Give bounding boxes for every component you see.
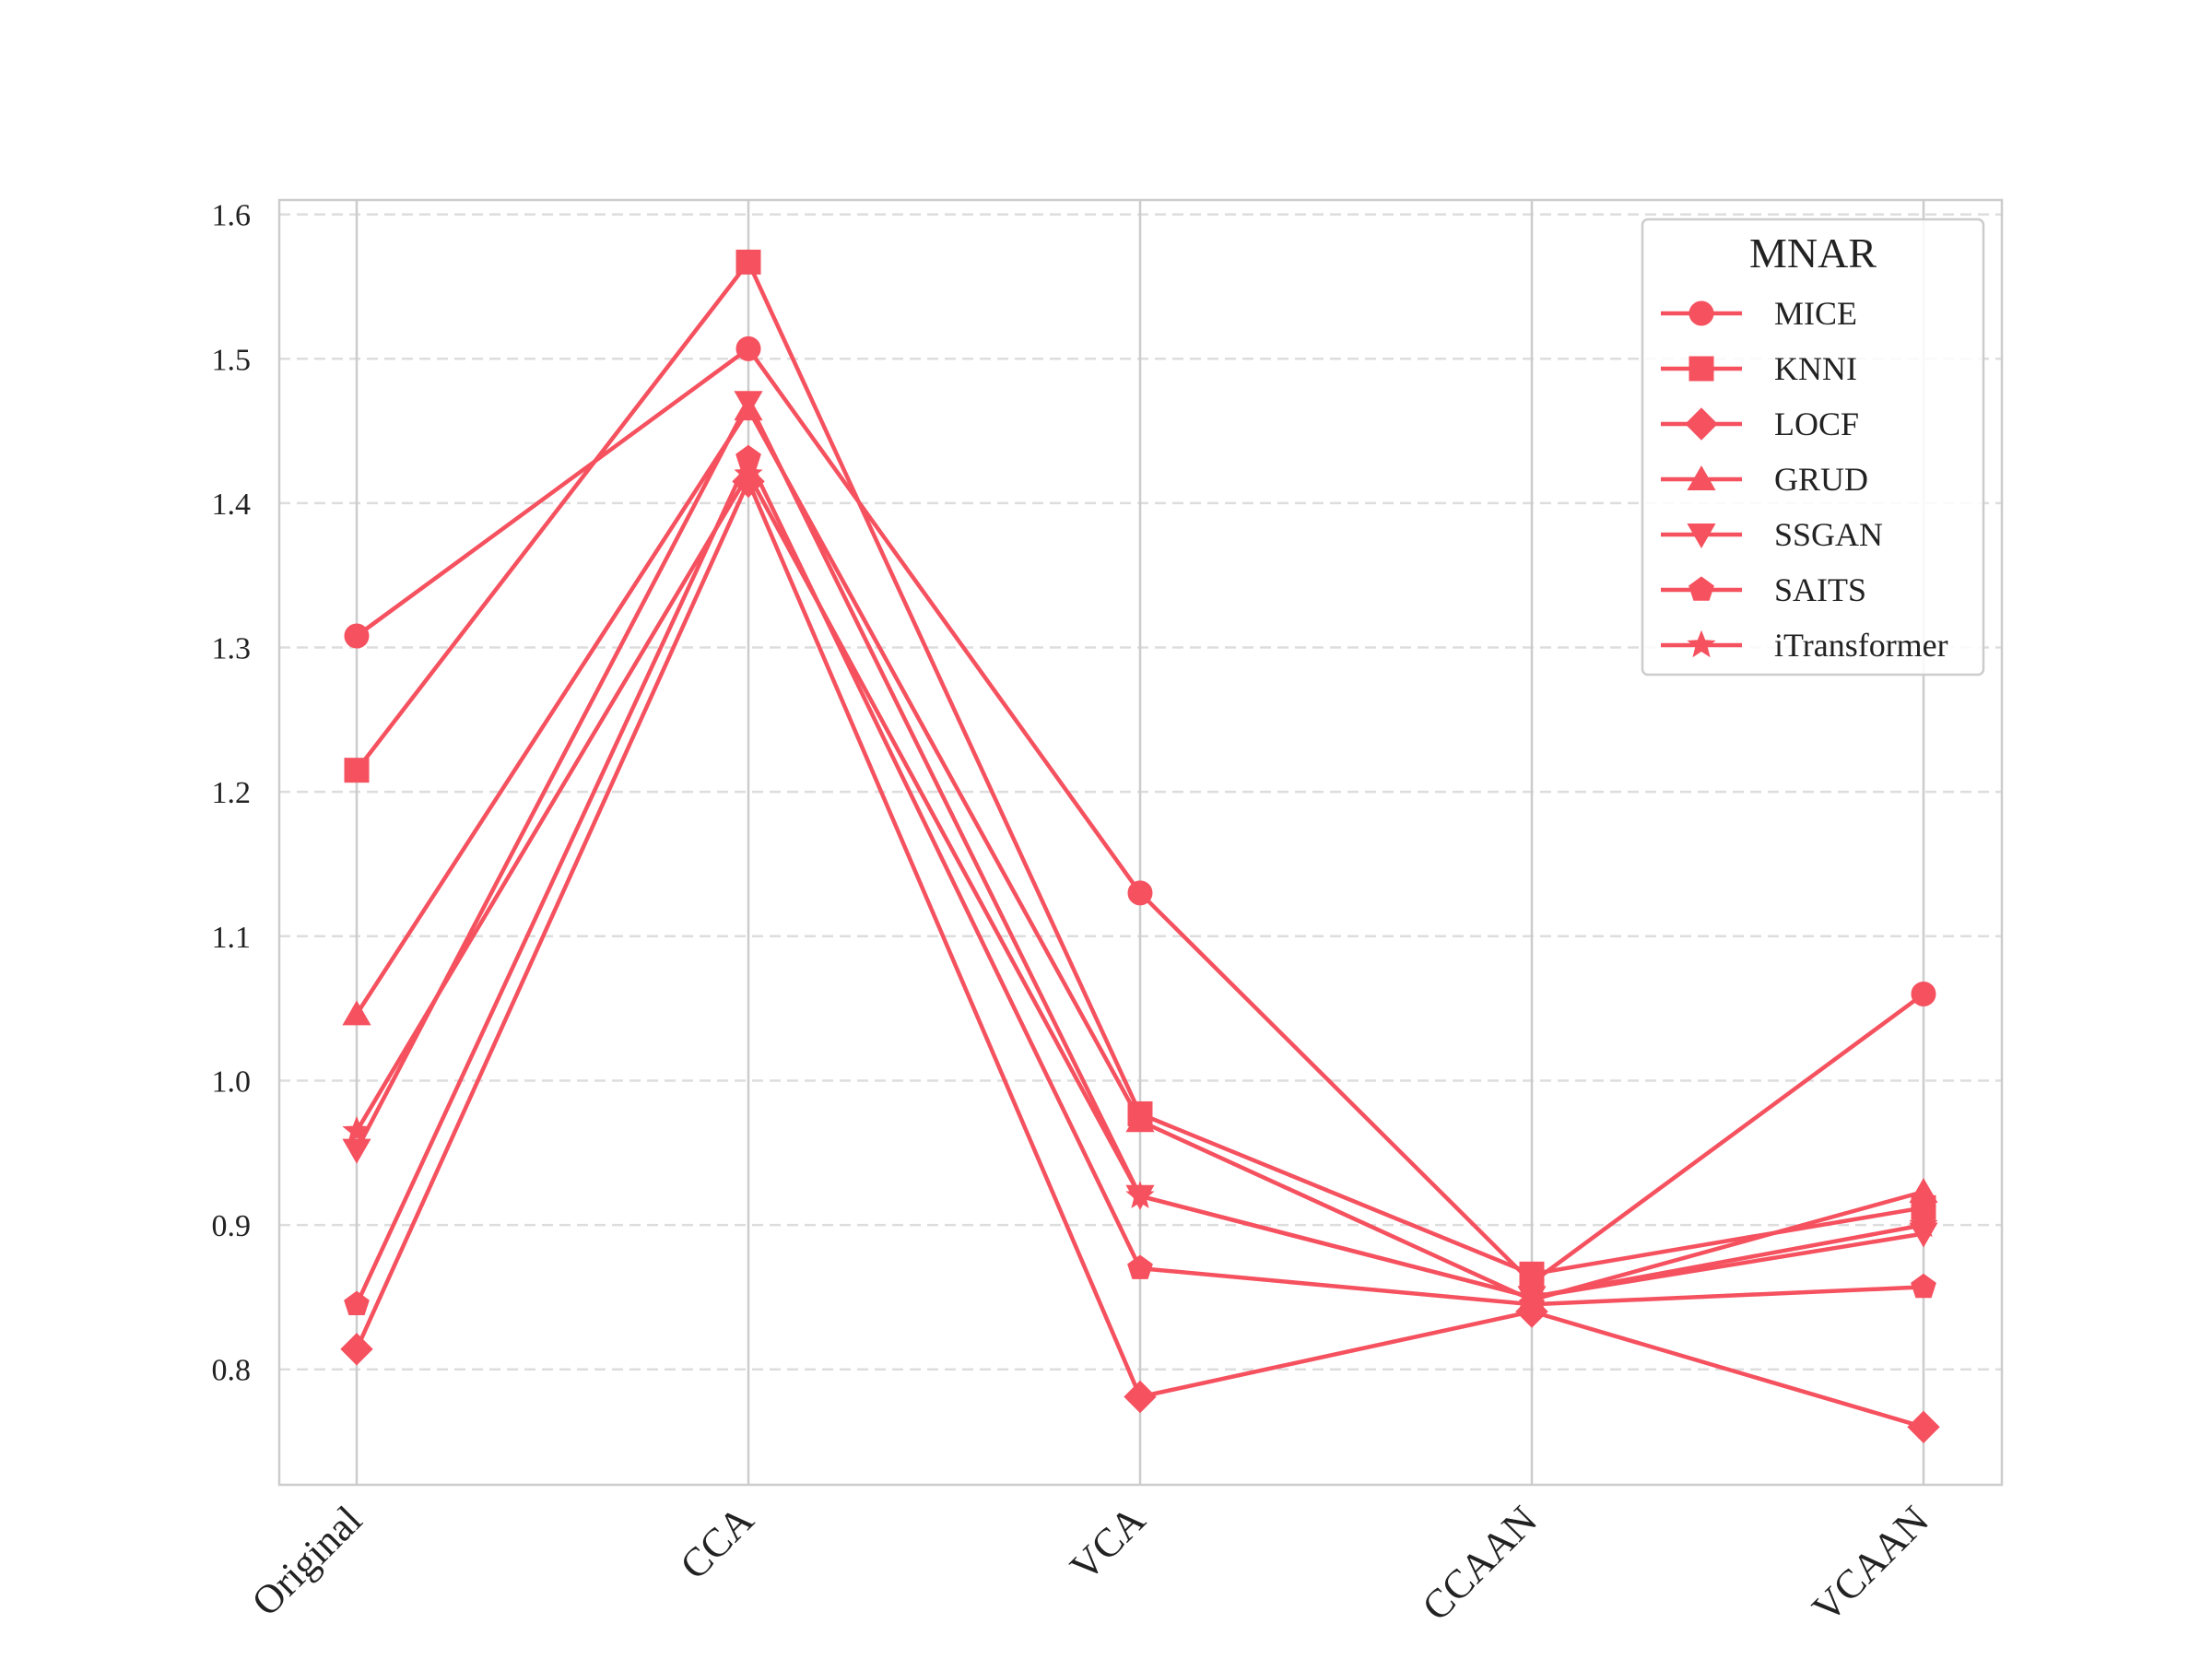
data-point <box>735 249 761 275</box>
legend-label: SAITS <box>1774 571 1866 608</box>
legend-item: GRUD <box>1661 461 1868 498</box>
x-tick-label: VCA <box>1062 1497 1154 1589</box>
plot-area-frame <box>277 198 2004 1487</box>
legend-item: LOCF <box>1661 406 1859 442</box>
y-tick-label: 0.8 <box>212 1354 252 1388</box>
legend-title: MNAR <box>1749 229 1877 276</box>
data-point <box>1907 1410 1940 1444</box>
y-tick-label: 1.4 <box>212 488 252 522</box>
y-axis: 0.8 0.9 1.0 1.1 1.2 1.3 1.4 1.5 1.6 <box>212 199 252 1388</box>
data-point <box>735 335 761 361</box>
data-point <box>1127 1254 1153 1279</box>
legend-marker <box>1685 407 1718 441</box>
x-tick-label: CCA <box>671 1497 762 1588</box>
data-point <box>1517 1282 1547 1310</box>
x-axis: Original CCA VCA CCAAN VCAAN <box>243 1497 1937 1630</box>
legend-item: KNNI <box>1661 350 1857 387</box>
legend-label: SSGAN <box>1774 516 1883 553</box>
y-tick-label: 1.3 <box>212 632 252 666</box>
data-point <box>1125 1181 1155 1209</box>
data-point <box>342 1000 371 1026</box>
data-point <box>1911 981 1936 1006</box>
x-tick-label: VCAAN <box>1804 1497 1937 1630</box>
x-tick-label: Original <box>243 1497 371 1624</box>
data-point <box>1125 1107 1155 1133</box>
data-point <box>340 1333 373 1366</box>
legend-item: SAITS <box>1661 571 1866 608</box>
y-tick-label: 1.2 <box>212 776 252 810</box>
data-point <box>344 1290 370 1315</box>
legend-label: KNNI <box>1774 350 1857 387</box>
x-tick-label: CCAAN <box>1414 1497 1547 1630</box>
legend-label: GRUD <box>1774 461 1868 498</box>
data-point <box>1909 1209 1938 1238</box>
legend-item: MICE <box>1661 295 1857 332</box>
data-point <box>342 1138 371 1164</box>
data-point <box>342 1115 371 1144</box>
legend-marker <box>1687 629 1716 658</box>
y-tick-label: 1.0 <box>212 1065 252 1099</box>
legend-marker <box>1688 576 1714 601</box>
legend-box <box>1641 218 1985 677</box>
legend-marker <box>1688 356 1714 382</box>
data-point <box>1911 1273 1936 1299</box>
data-point <box>1909 1177 1938 1203</box>
y-tick-label: 1.1 <box>212 921 252 955</box>
data-point <box>1127 880 1153 906</box>
legend-marker <box>1687 465 1716 490</box>
legend-marker <box>1687 524 1716 549</box>
series-itransformer <box>342 459 1938 1310</box>
y-tick-label: 1.5 <box>212 343 252 377</box>
data-point <box>344 623 370 649</box>
legend-item: iTransformer <box>1661 627 1948 664</box>
series <box>340 249 1940 1444</box>
legend-label: MICE <box>1774 295 1857 332</box>
data-point <box>734 459 763 487</box>
series-saits <box>344 444 1936 1315</box>
legend-marker <box>1688 300 1714 326</box>
legend: MNAR MICE KNNI LOCF GRUD SSGAN SAITS iTransfor… <box>1641 218 1985 677</box>
data-point <box>1124 1380 1157 1414</box>
legend-label: LOCF <box>1774 406 1859 442</box>
legend-label: iTransformer <box>1774 627 1948 664</box>
y-tick-label: 0.9 <box>212 1209 252 1243</box>
data-point <box>344 758 370 783</box>
legend-item: SSGAN <box>1661 516 1883 553</box>
y-tick-label: 1.6 <box>212 199 252 233</box>
data-point <box>734 391 763 417</box>
